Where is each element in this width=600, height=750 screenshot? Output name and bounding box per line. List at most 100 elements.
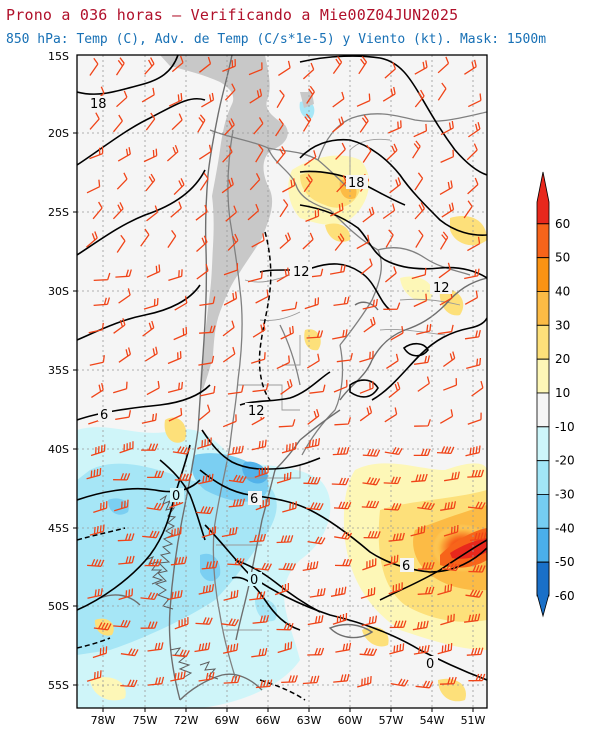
wind-barb: [225, 205, 238, 222]
wind-barb: [93, 272, 111, 282]
wind-barb: [357, 676, 372, 688]
wind-barb: [145, 346, 158, 362]
lon-label-57w: 57W: [379, 714, 404, 727]
wind-barb: [437, 583, 453, 596]
wind-barb: [228, 474, 247, 484]
wind-barb: [333, 501, 352, 510]
wind-barb: [440, 613, 455, 626]
colorbar-bin: [536, 460, 550, 495]
wind-barb: [465, 445, 481, 457]
wind-barb: [437, 56, 450, 74]
wind-barb: [417, 376, 430, 392]
wind-barb: [173, 326, 188, 341]
wind-barb: [336, 352, 353, 363]
wind-barb: [276, 89, 285, 109]
wind-barb: [223, 589, 239, 601]
wind-barb: [443, 471, 460, 482]
wind-barb: [439, 676, 457, 685]
isotherm-0-ocean: 0: [426, 657, 434, 672]
wind-barb: [413, 123, 428, 138]
wind-barb: [147, 676, 165, 686]
contour-labels: 18 18 12 12 12 6 6 6 0 0 0: [88, 96, 452, 672]
wind-barb: [415, 680, 434, 689]
wind-barb: [359, 381, 374, 394]
wind-barb: [276, 355, 291, 370]
wind-barb: [412, 140, 421, 159]
wind-barb: [249, 591, 266, 601]
colorbar-bin: [536, 426, 550, 462]
wind-barb: [147, 470, 165, 479]
wind-barb: [89, 146, 104, 160]
wind-barb: [170, 201, 182, 218]
wind-barb: [467, 236, 481, 252]
colorbar: 60 50 40 30 20 10 -10 -20 -30 -40 -50 -60: [536, 171, 575, 618]
wind-barb: [389, 620, 407, 629]
lat-label-50s: 50S: [48, 600, 69, 613]
wind-barb: [87, 559, 105, 567]
wind-barb: [255, 679, 273, 689]
map-title: Prono a 036 horas — Verificando a Mie00Z…: [6, 6, 459, 24]
wind-barb: [167, 230, 177, 248]
wind-barb: [194, 642, 211, 653]
wind-barb: [358, 56, 368, 75]
wind-barb: [470, 532, 487, 541]
wind-barb: [384, 62, 397, 79]
wind-barb: [306, 330, 324, 339]
wind-barb: [466, 357, 482, 370]
wind-barb: [417, 501, 435, 511]
wind-barb: [142, 530, 160, 539]
wind-barb: [227, 233, 239, 251]
wind-barb: [141, 413, 158, 424]
wind-barb: [251, 439, 267, 451]
lat-label-15s: 15S: [48, 50, 69, 63]
wind-barb: [302, 675, 320, 685]
wind-barb: [384, 266, 397, 283]
wind-barb: [361, 500, 380, 509]
lat-label-25s: 25S: [48, 206, 69, 219]
wind-barb: [464, 613, 481, 623]
wind-barb: [222, 320, 235, 337]
wind-barb: [247, 271, 263, 283]
wind-barb: [195, 617, 213, 625]
wind-barb: [385, 229, 394, 248]
wind-barb: [468, 564, 486, 573]
wind-barb: [143, 148, 158, 163]
wind-barb: [390, 678, 409, 687]
wind-barb: [170, 671, 186, 682]
wind-barb: [171, 113, 183, 131]
wind-barb: [440, 149, 455, 163]
country-borders: [209, 111, 487, 681]
wind-barb: [167, 381, 184, 394]
wind-barb: [252, 322, 266, 338]
lon-label-75w: 75W: [133, 714, 158, 727]
wind-barb: [224, 83, 236, 101]
wind-barb: [201, 92, 215, 108]
wind-barb: [356, 234, 370, 250]
wind-barb: [414, 60, 428, 75]
wind-barb: [87, 588, 103, 599]
wind-barb: [118, 588, 134, 601]
colorbar-label: -40: [555, 521, 575, 535]
wind-barb: [116, 172, 128, 190]
wind-barb: [388, 582, 403, 595]
wind-barb: [383, 476, 402, 485]
wind-barb: [468, 93, 482, 108]
wind-barb: [468, 673, 486, 682]
wind-barb: [438, 262, 451, 279]
axis-ticks: [73, 132, 474, 712]
wind-barb: [195, 204, 208, 221]
wind-barb: [86, 231, 98, 248]
wind-barb: [467, 412, 482, 425]
wind-barb: [415, 229, 424, 248]
wind-barb: [382, 86, 396, 102]
wind-barb: [86, 468, 102, 480]
terrain-mask-andes: [160, 55, 288, 390]
colorbar-bin: [536, 171, 550, 225]
wind-barb: [359, 114, 369, 133]
wind-barb: [166, 144, 179, 162]
wind-barb: [222, 59, 236, 73]
lat-label-45s: 45S: [48, 522, 69, 535]
wind-barb: [147, 642, 164, 652]
wind-barb: [276, 471, 292, 484]
wind-barb: [281, 442, 297, 454]
